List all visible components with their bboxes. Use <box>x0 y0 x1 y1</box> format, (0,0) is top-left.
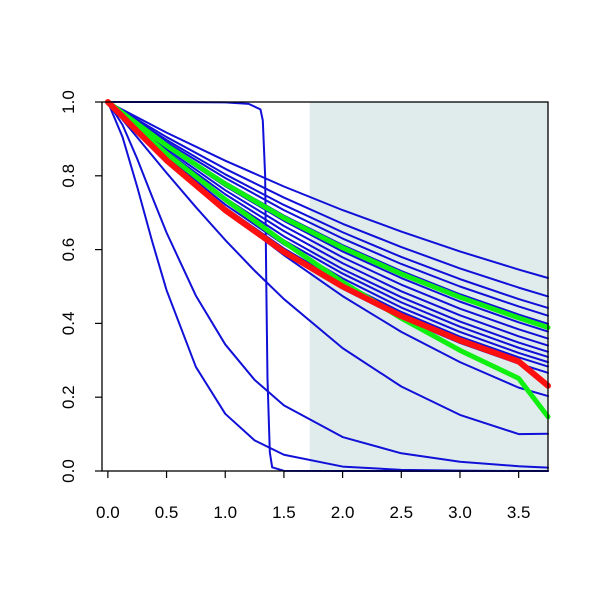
x-tick-label-3: 1.5 <box>272 503 296 522</box>
series-line-19-green <box>105 99 551 330</box>
y-tick-label-0: 0.0 <box>59 459 78 483</box>
plot-frame <box>101 101 549 472</box>
series-line-21-red <box>104 99 551 389</box>
x-tick-label-7: 3.5 <box>507 503 531 522</box>
x-tick-label-5: 2.5 <box>389 503 413 522</box>
series-line-4-blue <box>106 101 549 317</box>
series-line-16-blue <box>106 101 549 469</box>
x-tick-label-6: 3.0 <box>448 503 472 522</box>
y-tick-label-4: 0.8 <box>59 164 78 188</box>
series-line-2-blue <box>106 101 549 298</box>
series-line-20-green <box>105 99 551 420</box>
x-tick-label-4: 2.0 <box>331 503 355 522</box>
series-line-7-blue <box>106 101 549 340</box>
series-line-3-blue <box>106 101 549 309</box>
x-tick-label-2: 1.0 <box>213 503 237 522</box>
y-tick-label-1: 0.2 <box>59 385 78 409</box>
series-line-15-blue <box>106 101 549 436</box>
series-line-8-blue <box>106 101 549 347</box>
y-tick-label-3: 0.6 <box>59 238 78 262</box>
x-tick-label-0: 0.0 <box>96 503 120 522</box>
series-line-1-blue <box>106 101 549 280</box>
y-tick-label-5: 1.0 <box>59 90 78 114</box>
y-tick-label-2: 0.4 <box>59 312 78 336</box>
x-axis: 0.0 0.5 1.0 1.5 2.0 2.5 3.0 3.5 <box>96 471 530 522</box>
x-tick-label-1: 0.5 <box>155 503 179 522</box>
y-axis: 0.0 0.2 0.4 0.6 0.8 1.0 <box>59 90 102 483</box>
